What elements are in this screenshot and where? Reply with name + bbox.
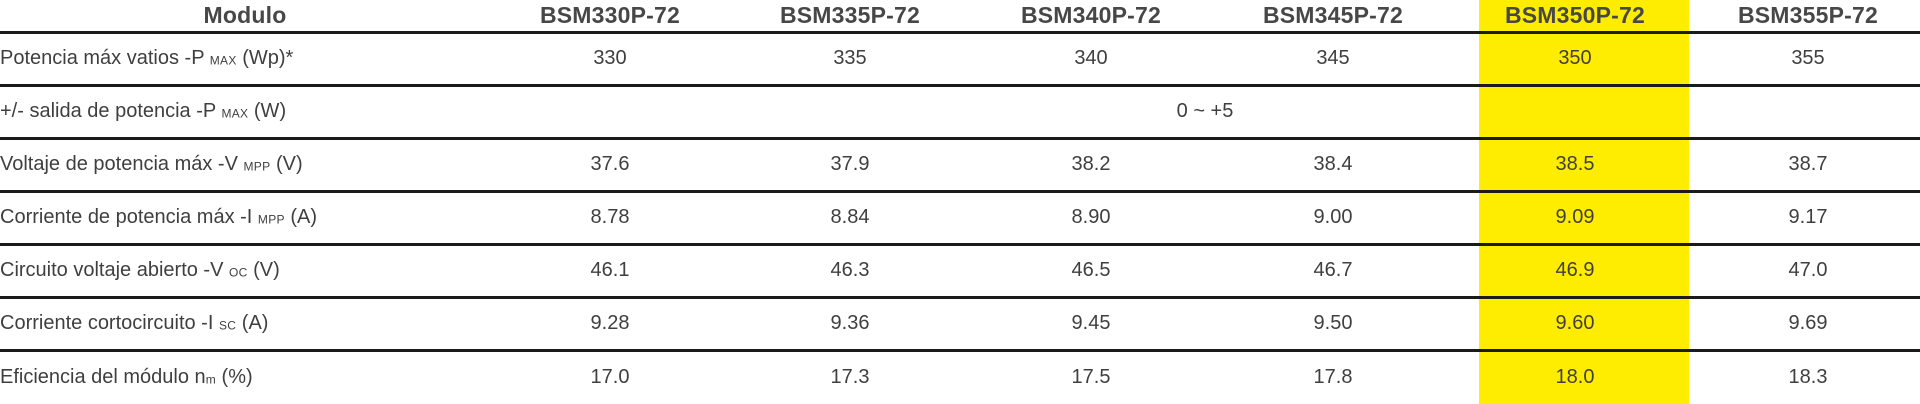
column-header-bsm350-highlighted: BSM350P-72	[1454, 0, 1696, 34]
row-label: Eficiencia del módulo nm (%)	[0, 366, 253, 389]
spec-value: 38.2	[970, 138, 1212, 193]
column-header-bsm340: BSM340P-72	[970, 0, 1212, 34]
spec-value: 9.69	[1696, 297, 1920, 352]
table-row-efficiency: Eficiencia del módulo nm (%) 17.0 17.3 1…	[0, 350, 1920, 404]
spec-value: 46.5	[970, 244, 1212, 299]
spec-value: 9.36	[730, 297, 970, 352]
spec-value-highlighted: 18.0	[1555, 366, 1595, 389]
table-row-isc: Corriente cortocircuito -I SC (A) 9.28 9…	[0, 297, 1920, 352]
spec-value: 17.0	[590, 366, 630, 389]
spec-value: 8.90	[970, 191, 1212, 246]
row-label: Corriente cortocircuito -I SC (A)	[0, 297, 490, 352]
spec-value: 8.84	[730, 191, 970, 246]
spec-value: 46.1	[490, 244, 730, 299]
spec-value-highlighted: 46.9	[1454, 244, 1696, 299]
spec-value: 47.0	[1696, 244, 1920, 299]
spec-value: 8.78	[490, 191, 730, 246]
table-row-max-power: Potencia máx vatios -P MAX (Wp)* 330 335…	[0, 32, 1920, 87]
spec-value: 37.9	[730, 138, 970, 193]
spec-value: 38.4	[1212, 138, 1454, 193]
spec-value: 340	[970, 32, 1212, 87]
spec-value: 46.7	[1212, 244, 1454, 299]
table-row-vmpp: Voltaje de potencia máx -V MPP (V) 37.6 …	[0, 138, 1920, 193]
header-row: Modulo BSM330P-72 BSM335P-72 BSM340P-72 …	[0, 0, 1920, 34]
spec-value: 330	[490, 32, 730, 87]
spec-value: 46.3	[730, 244, 970, 299]
column-header-bsm330: BSM330P-72	[490, 0, 730, 34]
spec-value-highlighted: 9.60	[1454, 297, 1696, 352]
row-label: Corriente de potencia máx -I MPP (A)	[0, 191, 490, 246]
row-label: Voltaje de potencia máx -V MPP (V)	[0, 138, 490, 193]
spec-value: 355	[1696, 32, 1920, 87]
spec-value: 9.50	[1212, 297, 1454, 352]
spec-value-highlighted: 350	[1454, 32, 1696, 87]
column-header-bsm345: BSM345P-72	[1212, 0, 1454, 34]
column-header-bsm355: BSM355P-72	[1696, 0, 1920, 34]
table-row-power-tolerance: +/- salida de potencia -P MAX (W) 0 ~ +5	[0, 85, 1920, 140]
tolerance-merged-value: 0 ~ +5	[490, 85, 1920, 140]
row-label: Potencia máx vatios -P MAX (Wp)*	[0, 32, 490, 87]
spec-value: 335	[730, 32, 970, 87]
table-row-voc: Circuito voltaje abierto -V OC (V) 46.1 …	[0, 244, 1920, 299]
spec-value: 18.3	[1788, 366, 1828, 389]
spec-value: 9.17	[1696, 191, 1920, 246]
table-row-impp: Corriente de potencia máx -I MPP (A) 8.7…	[0, 191, 1920, 246]
row-label: +/- salida de potencia -P MAX (W)	[0, 85, 490, 140]
spec-value: 38.7	[1696, 138, 1920, 193]
column-header-bsm335: BSM335P-72	[730, 0, 970, 34]
spec-value: 37.6	[490, 138, 730, 193]
spec-value: 345	[1212, 32, 1454, 87]
module-column-header: Modulo	[0, 0, 490, 34]
spec-value: 17.8	[1313, 366, 1353, 389]
spec-value: 9.28	[490, 297, 730, 352]
spec-value: 9.45	[970, 297, 1212, 352]
spec-value-highlighted: 38.5	[1454, 138, 1696, 193]
spec-value-highlighted: 9.09	[1454, 191, 1696, 246]
row-label: Circuito voltaje abierto -V OC (V)	[0, 244, 490, 299]
spec-value: 9.00	[1212, 191, 1454, 246]
spec-value: 17.5	[1071, 366, 1111, 389]
spec-value: 17.3	[830, 366, 870, 389]
